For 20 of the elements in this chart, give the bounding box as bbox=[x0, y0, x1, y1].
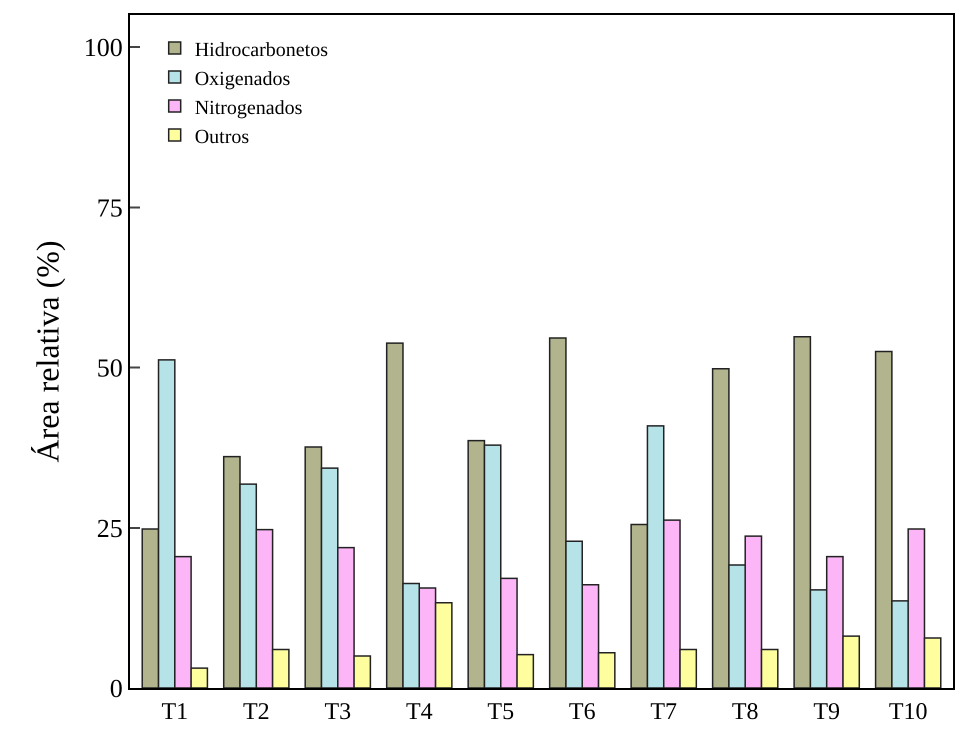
y-tick-label: 100 bbox=[84, 33, 123, 62]
x-tick-label: T3 bbox=[324, 698, 352, 725]
x-tick-label: T9 bbox=[813, 698, 840, 725]
legend-label: Hidrocarbonetos bbox=[194, 38, 328, 61]
x-tick-label: T6 bbox=[568, 698, 596, 725]
x-tick-label: T1 bbox=[161, 698, 188, 725]
y-tick-label: 75 bbox=[96, 193, 123, 222]
x-tick-label: T7 bbox=[650, 698, 678, 725]
y-tick-label: 25 bbox=[96, 514, 123, 543]
x-tick-label: T4 bbox=[406, 698, 433, 725]
x-tick-label: T10 bbox=[888, 698, 928, 725]
x-tick-label: T2 bbox=[242, 698, 270, 725]
y-axis-title: Área relativa (%) bbox=[30, 240, 66, 463]
x-tick-label: T5 bbox=[487, 698, 514, 725]
legend-label: Oxigenados bbox=[194, 68, 290, 90]
y-tick-label: 50 bbox=[96, 354, 123, 383]
legend-label: Outros bbox=[194, 126, 250, 148]
x-tick-label: T8 bbox=[732, 698, 759, 725]
legend-label: Nitrogenados bbox=[194, 96, 303, 119]
y-tick-label: 0 bbox=[110, 674, 123, 704]
